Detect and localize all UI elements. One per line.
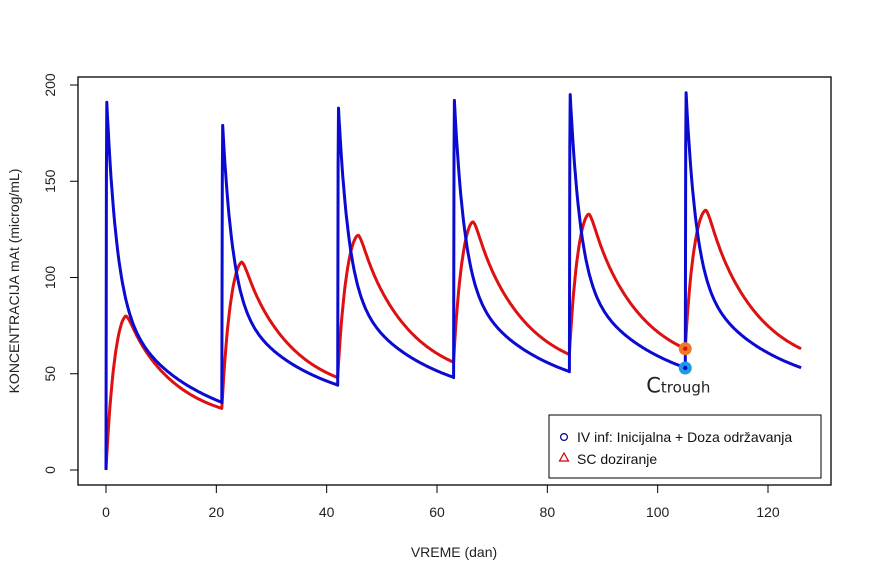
ctrough-annotation-sub: trough	[661, 378, 710, 396]
ctrough-annotation: Ctrough	[646, 373, 710, 397]
x-tick-label: 40	[319, 504, 335, 520]
x-tick-label: 80	[540, 504, 556, 520]
y-tick-label: 150	[42, 169, 58, 193]
y-axis-title: KONCENTRACIJA mAt (microg/mL)	[6, 169, 22, 394]
ctrough-sc-center-dot	[683, 346, 688, 351]
legend: IV inf: Inicijalna + Doza održavanja SC …	[548, 414, 822, 479]
y-tick-label: 50	[42, 366, 58, 382]
series-line-iv	[104, 91, 802, 471]
ctrough-annotation-c: C	[646, 373, 661, 397]
legend-marker-iv-circle	[559, 433, 568, 442]
x-axis-title: VREME (dan)	[411, 544, 497, 560]
x-tick-label: 60	[429, 504, 445, 520]
ctrough-iv-center-dot	[683, 365, 688, 371]
legend-label-iv: IV inf: Inicijalna + Doza održavanja	[577, 429, 792, 445]
x-axis: 0 20 40 60 80 100 120	[102, 485, 780, 520]
annotations: Ctrough	[646, 342, 710, 397]
legend-label-sc: SC doziranje	[577, 451, 657, 467]
x-tick-label: 0	[102, 504, 110, 520]
y-tick-label: 0	[42, 466, 58, 474]
series-layer	[104, 91, 802, 471]
legend-marker-sc-triangle	[558, 451, 570, 462]
x-tick-label: 20	[209, 504, 225, 520]
legend-box	[548, 414, 822, 479]
y-axis: 0 50 100 150 200	[42, 73, 78, 474]
x-tick-label: 100	[646, 504, 670, 520]
x-tick-label: 120	[756, 504, 780, 520]
y-tick-label: 200	[42, 73, 58, 97]
plot-frame	[77, 76, 832, 486]
y-tick-label: 100	[42, 266, 58, 290]
